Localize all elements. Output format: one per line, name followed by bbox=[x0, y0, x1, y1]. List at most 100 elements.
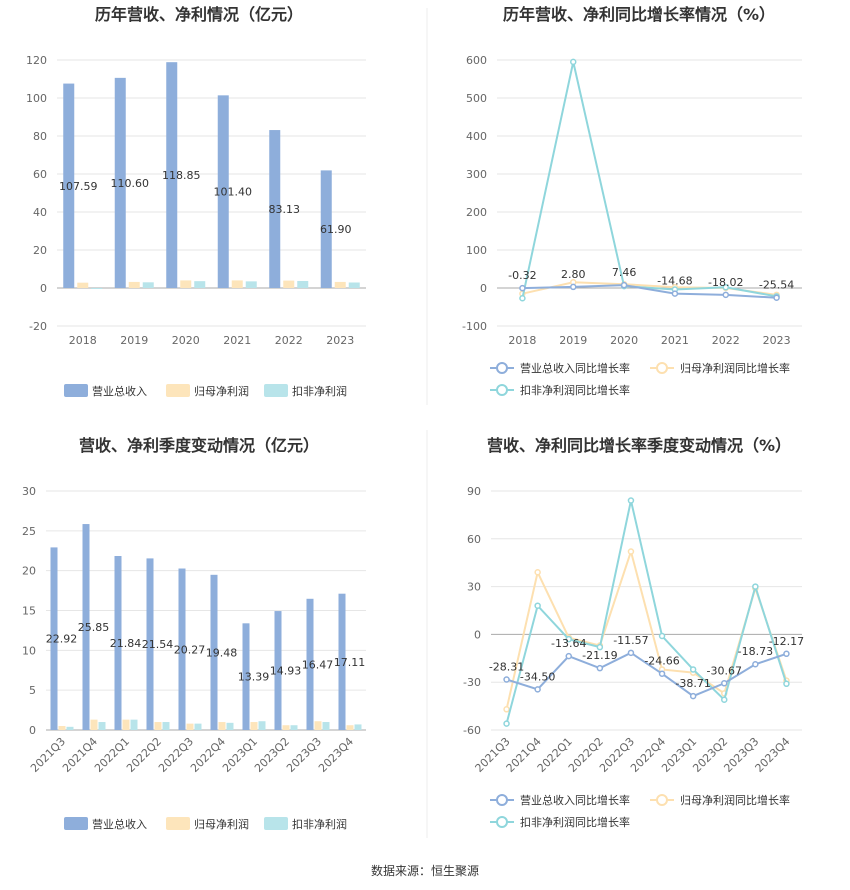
data-label: 22.92 bbox=[46, 633, 78, 646]
y-tick-label: 30 bbox=[467, 581, 481, 594]
y-tick-label: 0 bbox=[29, 724, 36, 737]
data-point bbox=[570, 283, 577, 291]
bar bbox=[162, 722, 170, 730]
y-tick-label: 20 bbox=[33, 244, 47, 257]
data-label: 83.13 bbox=[269, 203, 301, 216]
data-point bbox=[503, 706, 510, 713]
bar bbox=[348, 282, 360, 288]
bar bbox=[90, 719, 98, 730]
y-tick-label: 0 bbox=[480, 282, 487, 295]
bar bbox=[82, 524, 90, 730]
bar bbox=[290, 725, 298, 730]
bar bbox=[186, 723, 194, 730]
bar bbox=[58, 726, 66, 730]
data-point bbox=[565, 635, 572, 643]
bar bbox=[194, 723, 202, 730]
x-tick-label: 2020 bbox=[172, 334, 200, 347]
data-point bbox=[783, 680, 790, 688]
y-tick-label: 200 bbox=[466, 206, 487, 219]
legend-label: 营业总收入 bbox=[92, 384, 147, 398]
data-point bbox=[620, 281, 628, 289]
legend-label: 归母净利润同比增长率 bbox=[680, 361, 790, 375]
data-point bbox=[722, 283, 729, 291]
data-label: -18.02 bbox=[708, 276, 743, 289]
data-point bbox=[689, 692, 697, 700]
data-point bbox=[503, 720, 510, 727]
y-tick-label: 90 bbox=[467, 485, 481, 498]
data-point bbox=[596, 664, 604, 672]
data-point bbox=[596, 643, 604, 651]
legend-marker bbox=[496, 362, 508, 374]
data-label: 110.60 bbox=[111, 177, 150, 190]
data-label: -25.54 bbox=[759, 279, 794, 292]
bar bbox=[338, 593, 346, 730]
bar bbox=[346, 725, 354, 730]
data-label: 17.11 bbox=[334, 656, 366, 669]
bar bbox=[242, 623, 250, 730]
data-point bbox=[773, 294, 780, 301]
quarterly-growth-chart: 营收、净利同比增长率季度变动情况（%）-60-3003060902021Q320… bbox=[463, 436, 804, 829]
legend-label: 扣非净利润 bbox=[292, 817, 347, 831]
y-tick-label: 80 bbox=[33, 130, 47, 143]
data-label: 61.90 bbox=[320, 223, 352, 236]
data-label: 16.47 bbox=[302, 658, 334, 671]
bar bbox=[180, 280, 192, 288]
x-tick-label: 2023 bbox=[326, 334, 354, 347]
data-point bbox=[722, 291, 729, 299]
series-line bbox=[505, 548, 788, 710]
bar bbox=[146, 558, 154, 730]
bar bbox=[50, 547, 58, 730]
data-label: -24.66 bbox=[644, 655, 679, 668]
legend-label: 归母净利润同比增长率 bbox=[680, 793, 790, 807]
series-line bbox=[505, 500, 788, 724]
data-point bbox=[503, 676, 510, 683]
bar bbox=[63, 83, 75, 288]
chart-title: 历年营收、净利同比增长率情况（%） bbox=[503, 5, 775, 24]
x-tick-label: 2022 bbox=[712, 334, 740, 347]
data-label: 20.27 bbox=[174, 643, 206, 656]
x-tick-label: 2021 bbox=[223, 334, 251, 347]
data-label: -11.57 bbox=[613, 634, 648, 647]
bar bbox=[258, 721, 266, 730]
bar bbox=[306, 598, 314, 730]
data-point bbox=[534, 686, 541, 693]
x-tick-label: 2018 bbox=[508, 334, 536, 347]
data-label: 118.85 bbox=[162, 169, 201, 182]
bar bbox=[354, 724, 362, 730]
data-label: -21.19 bbox=[582, 649, 617, 662]
series-line bbox=[506, 651, 787, 698]
bar bbox=[320, 170, 332, 288]
chart-title: 营收、净利同比增长率季度变动情况（%） bbox=[487, 436, 791, 455]
y-tick-label: 100 bbox=[466, 244, 487, 257]
bar bbox=[322, 722, 330, 730]
x-tick-label: 2019 bbox=[559, 334, 587, 347]
bar bbox=[210, 574, 218, 730]
bar bbox=[130, 719, 138, 730]
bar bbox=[274, 611, 282, 730]
data-label: -18.73 bbox=[738, 645, 773, 658]
data-point bbox=[671, 290, 679, 297]
bar bbox=[142, 282, 154, 288]
annual-amount-chart: 历年营收、净利情况（亿元） -20 0 20 40 60 80 100 120 2018 2019 2… bbox=[26, 5, 366, 398]
data-label: 25.85 bbox=[78, 621, 110, 634]
y-tick-label: 500 bbox=[466, 92, 487, 105]
legend-label: 扣非净利润 bbox=[292, 384, 347, 398]
bar bbox=[250, 722, 258, 730]
legend-marker bbox=[496, 816, 508, 828]
data-label: 7.46 bbox=[612, 266, 637, 279]
data-point bbox=[689, 666, 697, 673]
data-point bbox=[721, 680, 728, 687]
bar bbox=[269, 130, 281, 288]
x-tick-label: 2022 bbox=[275, 334, 303, 347]
bar bbox=[217, 95, 229, 288]
bar bbox=[166, 62, 178, 289]
bar bbox=[314, 721, 322, 730]
bar bbox=[91, 288, 103, 289]
x-tick-label: 2021 bbox=[661, 334, 689, 347]
legend-label: 扣非净利润同比增长率 bbox=[520, 815, 630, 829]
y-tick-label: -20 bbox=[29, 320, 47, 333]
legend-swatch bbox=[264, 384, 288, 397]
bar bbox=[154, 722, 162, 730]
y-tick-label: 30 bbox=[22, 485, 36, 498]
y-tick-label: 100 bbox=[26, 92, 47, 105]
